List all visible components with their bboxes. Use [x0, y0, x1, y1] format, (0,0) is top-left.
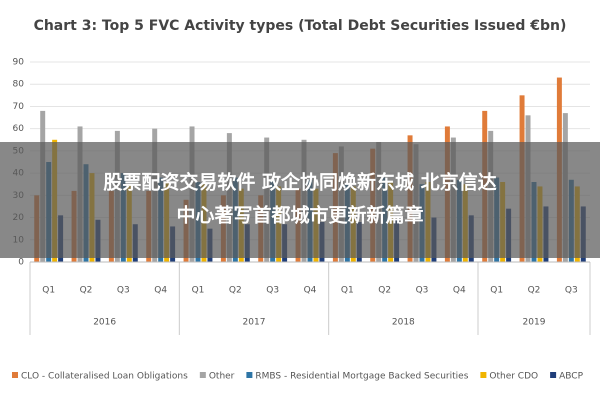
- x-tick-label: Q4: [453, 286, 466, 296]
- x-group-label: 2018: [392, 318, 415, 328]
- x-group-label: 2017: [243, 318, 266, 328]
- banner-background: [0, 142, 600, 258]
- banner-text: 中心著写首都城市更新新篇章: [176, 204, 423, 227]
- x-group-label: 2016: [93, 318, 116, 328]
- y-tick-label: 0: [18, 258, 24, 268]
- legend-swatch: [246, 372, 253, 378]
- x-tick-label: Q1: [490, 286, 503, 296]
- x-tick-label: Q1: [192, 286, 205, 296]
- legend-label: ABCP: [559, 372, 583, 382]
- y-tick-label: 90: [13, 58, 25, 68]
- x-tick-label: Q3: [416, 286, 429, 296]
- x-tick-label: Q2: [528, 286, 541, 296]
- x-tick-label: Q1: [42, 286, 55, 296]
- x-tick-label: Q2: [378, 286, 391, 296]
- x-tick-label: Q3: [266, 286, 279, 296]
- legend-label: Other CDO: [489, 372, 538, 382]
- x-tick-label: Q2: [229, 286, 242, 296]
- x-tick-label: Q3: [117, 286, 130, 296]
- x-tick-label: Q2: [80, 286, 93, 296]
- y-tick-label: 60: [13, 124, 25, 134]
- y-tick-label: 70: [13, 102, 25, 112]
- x-group-label: 2019: [523, 318, 546, 328]
- x-tick-label: Q4: [154, 286, 167, 296]
- legend-swatch: [550, 372, 557, 378]
- legend-swatch: [199, 372, 206, 378]
- legend-label: CLO - Collateralised Loan Obligations: [21, 372, 188, 382]
- x-tick-label: Q1: [341, 286, 354, 296]
- legend-label: RMBS - Residential Mortgage Backed Secur…: [255, 372, 468, 382]
- legend-swatch: [480, 372, 487, 378]
- legend-label: Other: [209, 372, 235, 382]
- legend-swatch: [12, 372, 18, 378]
- x-tick-label: Q4: [304, 286, 317, 296]
- banner-text: 股票配资交易软件 政企协同焕新东城 北京信达: [103, 171, 496, 194]
- chart-title: Chart 3: Top 5 FVC Activity types (Total…: [34, 18, 567, 34]
- y-tick-label: 80: [13, 80, 25, 90]
- x-tick-label: Q3: [565, 286, 578, 296]
